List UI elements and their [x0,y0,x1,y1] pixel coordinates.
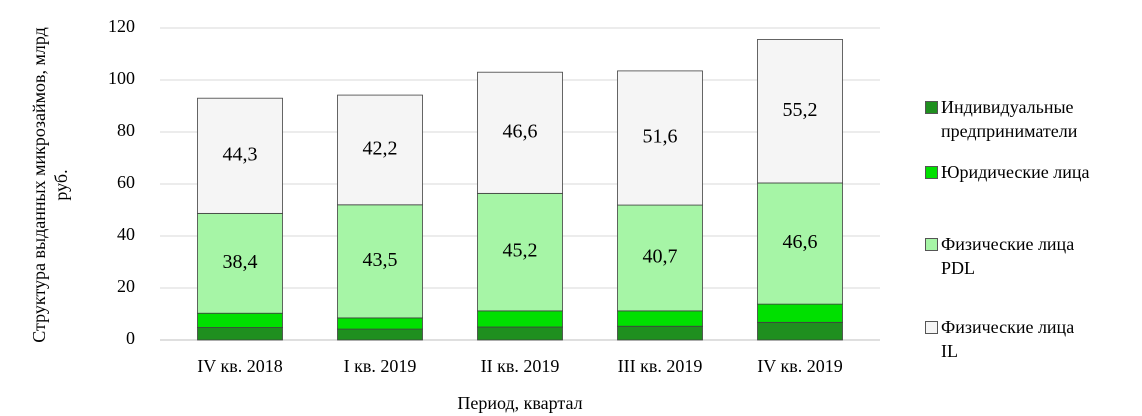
data-label: 55,2 [783,99,818,121]
y-tick-label: 60 [117,172,135,192]
bar-segment [477,71,563,194]
bar-segment [337,94,423,206]
bar-segment [477,310,563,328]
bar-segment [337,204,423,319]
data-label: 44,3 [223,143,258,165]
bar-segment [617,70,703,206]
bar-segment [617,325,703,341]
legend-swatch [925,238,938,251]
legend-item: Физические лица IL [925,315,1085,363]
bar-segment [197,312,283,328]
legend-item: Физические лица PDL [925,232,1085,280]
x-tick-label: IV кв. 2018 [197,356,282,376]
legend-swatch [925,101,938,114]
bar-segment [757,321,843,341]
y-tick-label: 0 [126,328,135,348]
data-label: 46,6 [503,120,538,142]
bar-segment [757,39,843,184]
bar-segment [757,182,843,305]
bar-segment [197,327,283,341]
x-axis-label: Период, квартал [457,393,582,413]
bar-segment [617,204,703,312]
data-label: 38,4 [223,251,258,273]
data-label: 46,6 [783,231,818,253]
bar-segment [617,310,703,327]
x-tick-label: I кв. 2019 [344,356,417,376]
legend-label: Индивидуальные предприниматели [941,97,1078,141]
bar-segment [337,317,423,330]
legend-item: Юридические лица [925,160,1142,184]
data-label: 42,2 [363,138,398,160]
bar-segment [477,326,563,341]
data-label: 43,5 [363,249,398,271]
bar-segment [197,97,283,214]
legend-item: Индивидуальные предприниматели [925,95,1105,143]
y-tick-label: 80 [117,120,135,140]
legend-swatch [925,166,938,179]
y-tick-label: 40 [117,224,135,244]
legend-swatch [925,321,938,334]
legend-label: Юридические лица [941,162,1090,182]
x-tick-label: IV кв. 2019 [757,356,842,376]
data-label: 51,6 [643,126,678,148]
x-tick-label: III кв. 2019 [618,356,703,376]
legend-label: Физические лица PDL [941,234,1075,278]
bar-segment [757,303,843,323]
y-tick-label: 20 [117,276,135,296]
x-tick-label: II кв. 2019 [481,356,560,376]
legend-label: Физические лица IL [941,317,1075,361]
data-label: 45,2 [503,240,538,262]
y-tick-label: 120 [108,16,135,36]
y-tick-label: 100 [108,68,135,88]
data-label: 40,7 [643,246,678,268]
y-axis-label: Структура выданных микрозаймов, млрд руб… [29,27,71,343]
bar-segment [477,192,563,312]
bar-segment [337,328,423,341]
